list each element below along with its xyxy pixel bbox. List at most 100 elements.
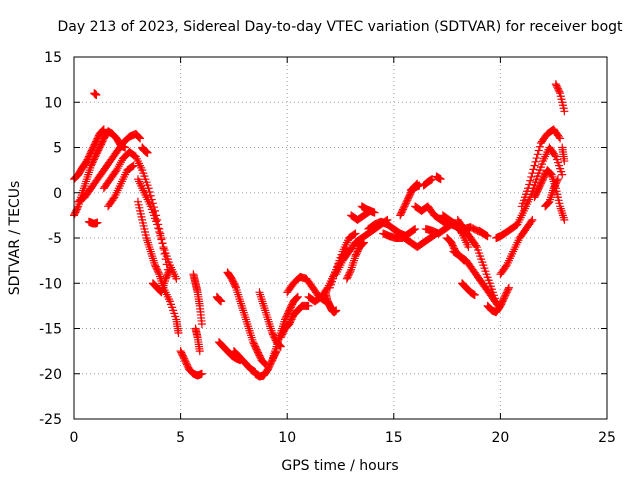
series-arc-42 xyxy=(449,247,503,310)
data-point-plus xyxy=(560,215,569,224)
data-point-plus xyxy=(530,161,539,170)
y-tick-label: -20 xyxy=(39,367,62,383)
data-point-plus xyxy=(346,267,355,276)
data-point-plus xyxy=(504,285,513,294)
series-arc-28 xyxy=(342,238,368,283)
series-arc-46 xyxy=(475,226,492,241)
data-point-plus xyxy=(155,227,164,236)
series-arc-43 xyxy=(453,215,501,306)
data-point-plus xyxy=(154,268,163,277)
y-tick-label: -10 xyxy=(39,276,62,292)
plot-frame xyxy=(73,56,608,420)
data-point-plus xyxy=(553,175,562,184)
series-arc-38 xyxy=(432,172,445,184)
data-point-plus xyxy=(359,238,368,247)
y-tick-label: -25 xyxy=(39,412,62,428)
series-arc-49 xyxy=(500,143,567,238)
data-point-plus xyxy=(528,169,537,178)
series-arc-10 xyxy=(138,143,152,157)
data-point-plus xyxy=(436,175,445,184)
data-point-plus xyxy=(529,165,538,174)
series-arc-7 xyxy=(104,161,138,211)
series-arc-45 xyxy=(458,279,479,300)
data-point-plus xyxy=(350,230,359,239)
x-tick-labels: 0 5 10 15 20 25 xyxy=(70,430,616,446)
data-point-plus xyxy=(528,215,537,224)
data-point-plus xyxy=(98,126,107,135)
data-point-plus xyxy=(129,161,138,170)
x-tick-label: 5 xyxy=(176,430,185,446)
data-point-plus xyxy=(533,150,542,159)
data-point-plus xyxy=(136,134,145,143)
series-arc-18 xyxy=(229,347,260,376)
series-arc-11 xyxy=(148,265,174,297)
data-point-plus xyxy=(304,301,313,310)
data-point-plus xyxy=(483,232,492,241)
series-arc-14 xyxy=(191,324,204,356)
data-point-plus xyxy=(73,203,82,212)
data-point-plus xyxy=(93,218,102,227)
data-point-plus xyxy=(370,208,379,217)
data-point-plus xyxy=(165,267,174,276)
data-point-plus xyxy=(411,224,420,233)
data-point-plus xyxy=(524,184,533,193)
data-point-plus xyxy=(92,91,101,100)
data-point-plus xyxy=(550,151,559,160)
series-arc-50 xyxy=(517,125,565,211)
series-arc-52 xyxy=(541,175,562,211)
data-point-plus xyxy=(293,293,302,302)
data-point-plus xyxy=(292,294,301,303)
series-arc-22 xyxy=(276,301,313,342)
series-arc-25 xyxy=(321,288,341,317)
series-arc-4 xyxy=(84,217,102,228)
data-point-plus xyxy=(135,133,144,142)
series-arc-48 xyxy=(496,215,537,279)
data-point-plus xyxy=(332,306,341,315)
series-arc-13 xyxy=(189,270,206,328)
axis-ticks xyxy=(73,56,608,420)
data-point-plus xyxy=(293,292,302,301)
data-point-plus xyxy=(128,162,137,171)
data-point-plus xyxy=(231,282,240,291)
data-point-plus xyxy=(217,297,226,306)
data-point-plus xyxy=(470,291,479,300)
y-tick-label: -15 xyxy=(39,322,62,338)
series-arc-8 xyxy=(133,175,181,283)
x-tick-label: 25 xyxy=(598,430,616,446)
data-point-plus xyxy=(99,125,108,134)
data-point-plus xyxy=(197,319,206,328)
data-point-plus xyxy=(156,231,165,240)
data-point-plus xyxy=(158,239,167,248)
data-point-plus xyxy=(143,148,152,157)
data-point-plus xyxy=(99,126,108,135)
series-arc-31 xyxy=(364,217,411,241)
y-tick-label: 0 xyxy=(53,186,62,202)
series-arc-23 xyxy=(283,272,330,306)
data-point-plus xyxy=(560,107,569,116)
x-axis-label: GPS time / hours xyxy=(281,458,398,474)
data-point-plus xyxy=(527,172,536,181)
data-point-plus xyxy=(504,283,513,292)
data-point-plus xyxy=(531,157,540,166)
series-arc-54 xyxy=(558,143,569,166)
data-point-plus xyxy=(553,176,562,185)
data-point-plus xyxy=(556,134,565,143)
series-arc-51 xyxy=(530,166,569,224)
data-point-plus xyxy=(471,241,480,250)
data-point-plus xyxy=(532,154,541,163)
data-point-plus xyxy=(197,369,206,378)
data-point-plus xyxy=(134,132,143,141)
x-tick-label: 20 xyxy=(491,430,509,446)
data-point-plus xyxy=(154,224,163,233)
data-point-plus xyxy=(145,187,154,196)
series-arc-15 xyxy=(212,292,226,306)
data-marks xyxy=(70,80,569,381)
x-tick-label: 15 xyxy=(385,430,403,446)
data-point-plus xyxy=(410,225,419,234)
series-arc-53 xyxy=(551,80,569,116)
data-point-plus xyxy=(359,239,368,248)
data-point-plus xyxy=(428,175,437,184)
data-point-plus xyxy=(351,229,360,238)
data-point-plus xyxy=(174,329,183,338)
data-point-plus xyxy=(261,359,270,368)
